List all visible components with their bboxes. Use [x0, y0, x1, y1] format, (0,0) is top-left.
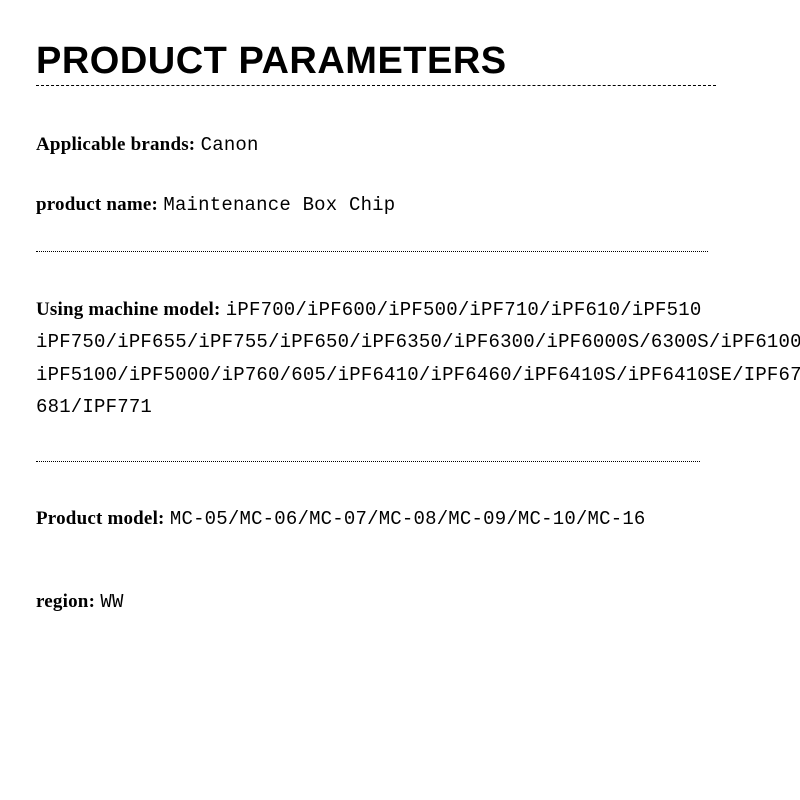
value-region: WW — [100, 591, 123, 613]
row-applicable-brands: Applicable brands: Canon — [36, 130, 764, 160]
row-region: region: WW — [36, 587, 764, 617]
label-product-model: Product model: — [36, 508, 165, 529]
row-machine-model: Using machine model: iPF700/iPF600/iPF50… — [36, 294, 736, 423]
value-product-model: MC-05/MC-06/MC-07/MC-08/MC-09/MC-10/MC-1… — [170, 508, 646, 530]
label-applicable-brands: Applicable brands: — [36, 134, 195, 155]
page-title: PRODUCT PARAMETERS — [36, 40, 764, 83]
value-machine-model-1: iPF700/iPF600/iPF500/iPF710/iPF610/iPF51… — [226, 299, 702, 321]
value-machine-model-4: 681/IPF771 — [36, 396, 152, 418]
row-product-name: product name: Maintenance Box Chip — [36, 190, 764, 220]
label-machine-model: Using machine model: — [36, 299, 221, 320]
label-region: region: — [36, 591, 95, 612]
value-applicable-brands: Canon — [201, 134, 259, 156]
value-product-name: Maintenance Box Chip — [163, 194, 395, 216]
row-product-model: Product model: MC-05/MC-06/MC-07/MC-08/M… — [36, 504, 764, 534]
divider-2 — [36, 461, 700, 462]
value-machine-model-3: iPF5100/iPF5000/iP760/605/iPF6410/iPF646… — [36, 364, 800, 386]
title-underline — [36, 85, 716, 86]
label-product-name: product name: — [36, 194, 158, 215]
value-machine-model-2: iPF750/iPF655/iPF755/iPF650/iPF6350/iPF6… — [36, 331, 800, 353]
divider-1 — [36, 251, 708, 252]
product-parameters-sheet: PRODUCT PARAMETERS Applicable brands: Ca… — [0, 0, 800, 683]
